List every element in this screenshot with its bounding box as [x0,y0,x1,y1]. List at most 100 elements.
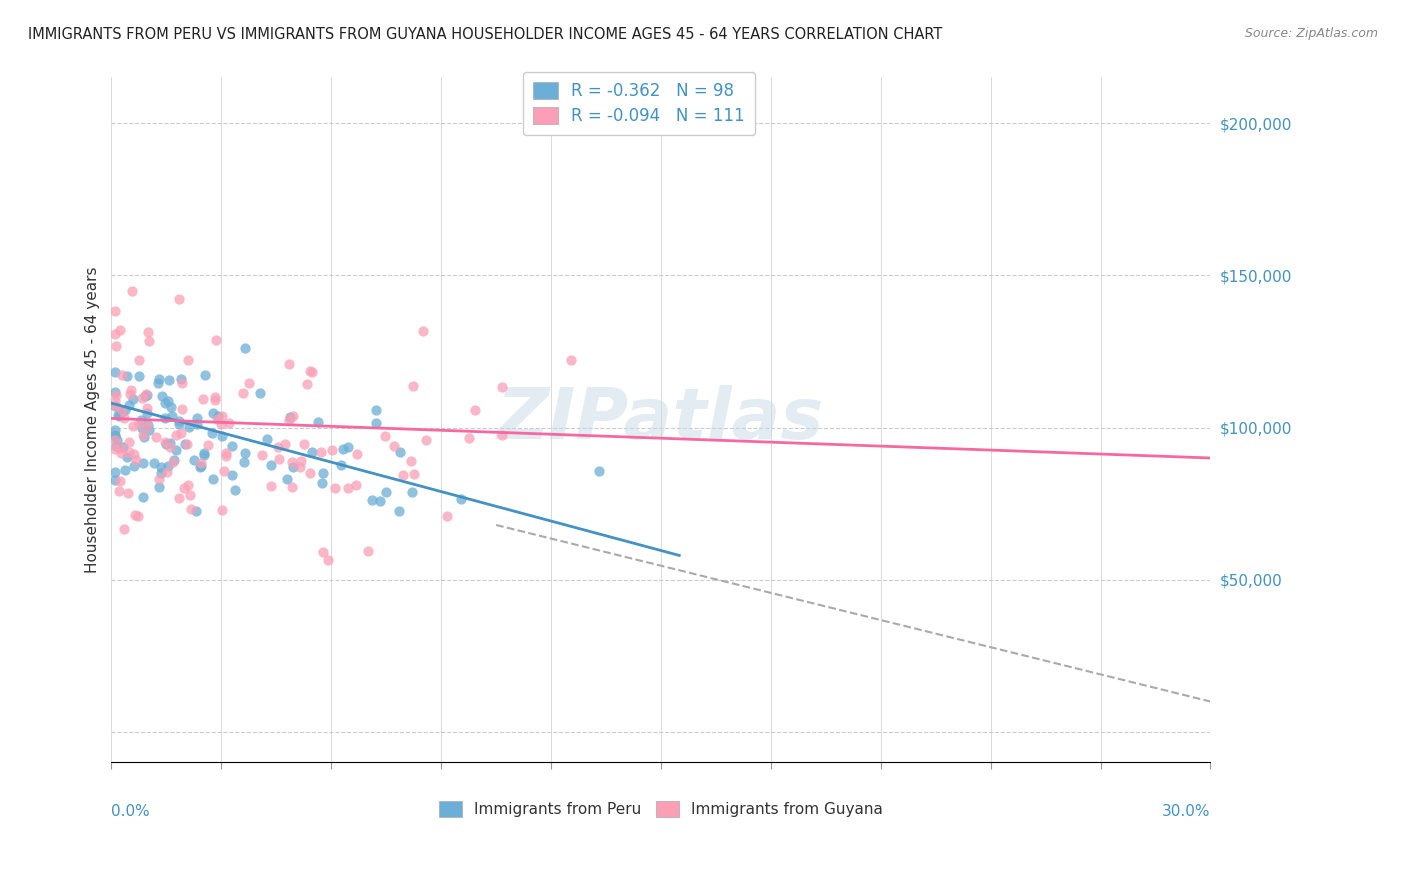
Point [309,445,332,459]
Point [179,419,201,434]
Point [159,436,181,450]
Point [165,443,187,458]
Point [108,483,131,498]
Point [104,439,127,453]
Point [281,409,304,424]
Point [207,409,229,423]
Point [402,379,425,393]
Point [346,447,368,461]
Point [278,413,301,427]
Point [357,543,380,558]
Point [131,392,153,406]
Point [129,413,152,427]
Point [155,465,177,479]
Point [155,410,177,425]
Point [108,442,131,456]
Point [180,502,202,516]
Point [201,425,224,440]
Point [165,428,187,442]
Point [150,460,173,475]
Point [132,429,155,443]
Point [194,368,217,382]
Point [145,430,167,444]
Point [104,433,127,447]
Point [316,552,339,566]
Point [104,429,127,443]
Text: ZIPatlas: ZIPatlas [498,385,825,454]
Point [135,387,157,401]
Point [136,401,159,416]
Point [260,458,283,472]
Point [111,402,134,417]
Point [221,468,243,483]
Point [105,388,128,402]
Point [148,472,170,486]
Point [121,284,143,298]
Point [150,389,173,403]
Point [118,444,141,458]
Point [104,423,127,437]
Point [389,445,412,459]
Point [218,417,240,431]
Point [111,440,134,454]
Point [193,392,215,406]
Point [128,369,150,384]
Point [122,458,145,473]
Point [588,464,610,478]
Point [105,433,128,447]
Point [311,475,333,490]
Point [205,333,228,347]
Point [110,446,132,460]
Point [232,455,254,469]
Point [307,415,329,429]
Point [204,390,226,404]
Point [190,457,212,471]
Point [172,376,194,390]
Point [148,372,170,386]
Point [366,416,388,430]
Point [209,417,232,431]
Point [399,454,422,468]
Point [157,458,180,473]
Point [162,455,184,469]
Point [215,446,238,460]
Point [136,419,159,434]
Point [211,409,233,423]
Point [491,380,513,394]
Point [127,508,149,523]
Point [170,425,193,440]
Point [295,377,318,392]
Point [256,432,278,446]
Point [183,453,205,467]
Point [238,376,260,391]
Point [107,409,129,423]
Point [323,481,346,495]
Point [105,339,128,353]
Point [188,459,211,474]
Point [402,467,425,482]
Point [157,373,180,387]
Point [114,402,136,417]
Point [207,411,229,425]
Point [360,492,382,507]
Point [174,437,197,451]
Point [364,403,387,417]
Point [281,480,304,494]
Point [136,326,159,340]
Point [104,400,127,414]
Point [104,473,127,487]
Point [138,423,160,437]
Point [148,480,170,494]
Text: 30.0%: 30.0% [1161,804,1211,819]
Point [176,478,198,492]
Point [278,410,301,425]
Point [149,467,172,481]
Point [153,435,176,450]
Point [167,414,190,428]
Point [211,429,233,443]
Point [104,384,127,399]
Point [491,428,513,442]
Point [374,429,396,443]
Point [104,465,127,479]
Point [368,494,391,508]
